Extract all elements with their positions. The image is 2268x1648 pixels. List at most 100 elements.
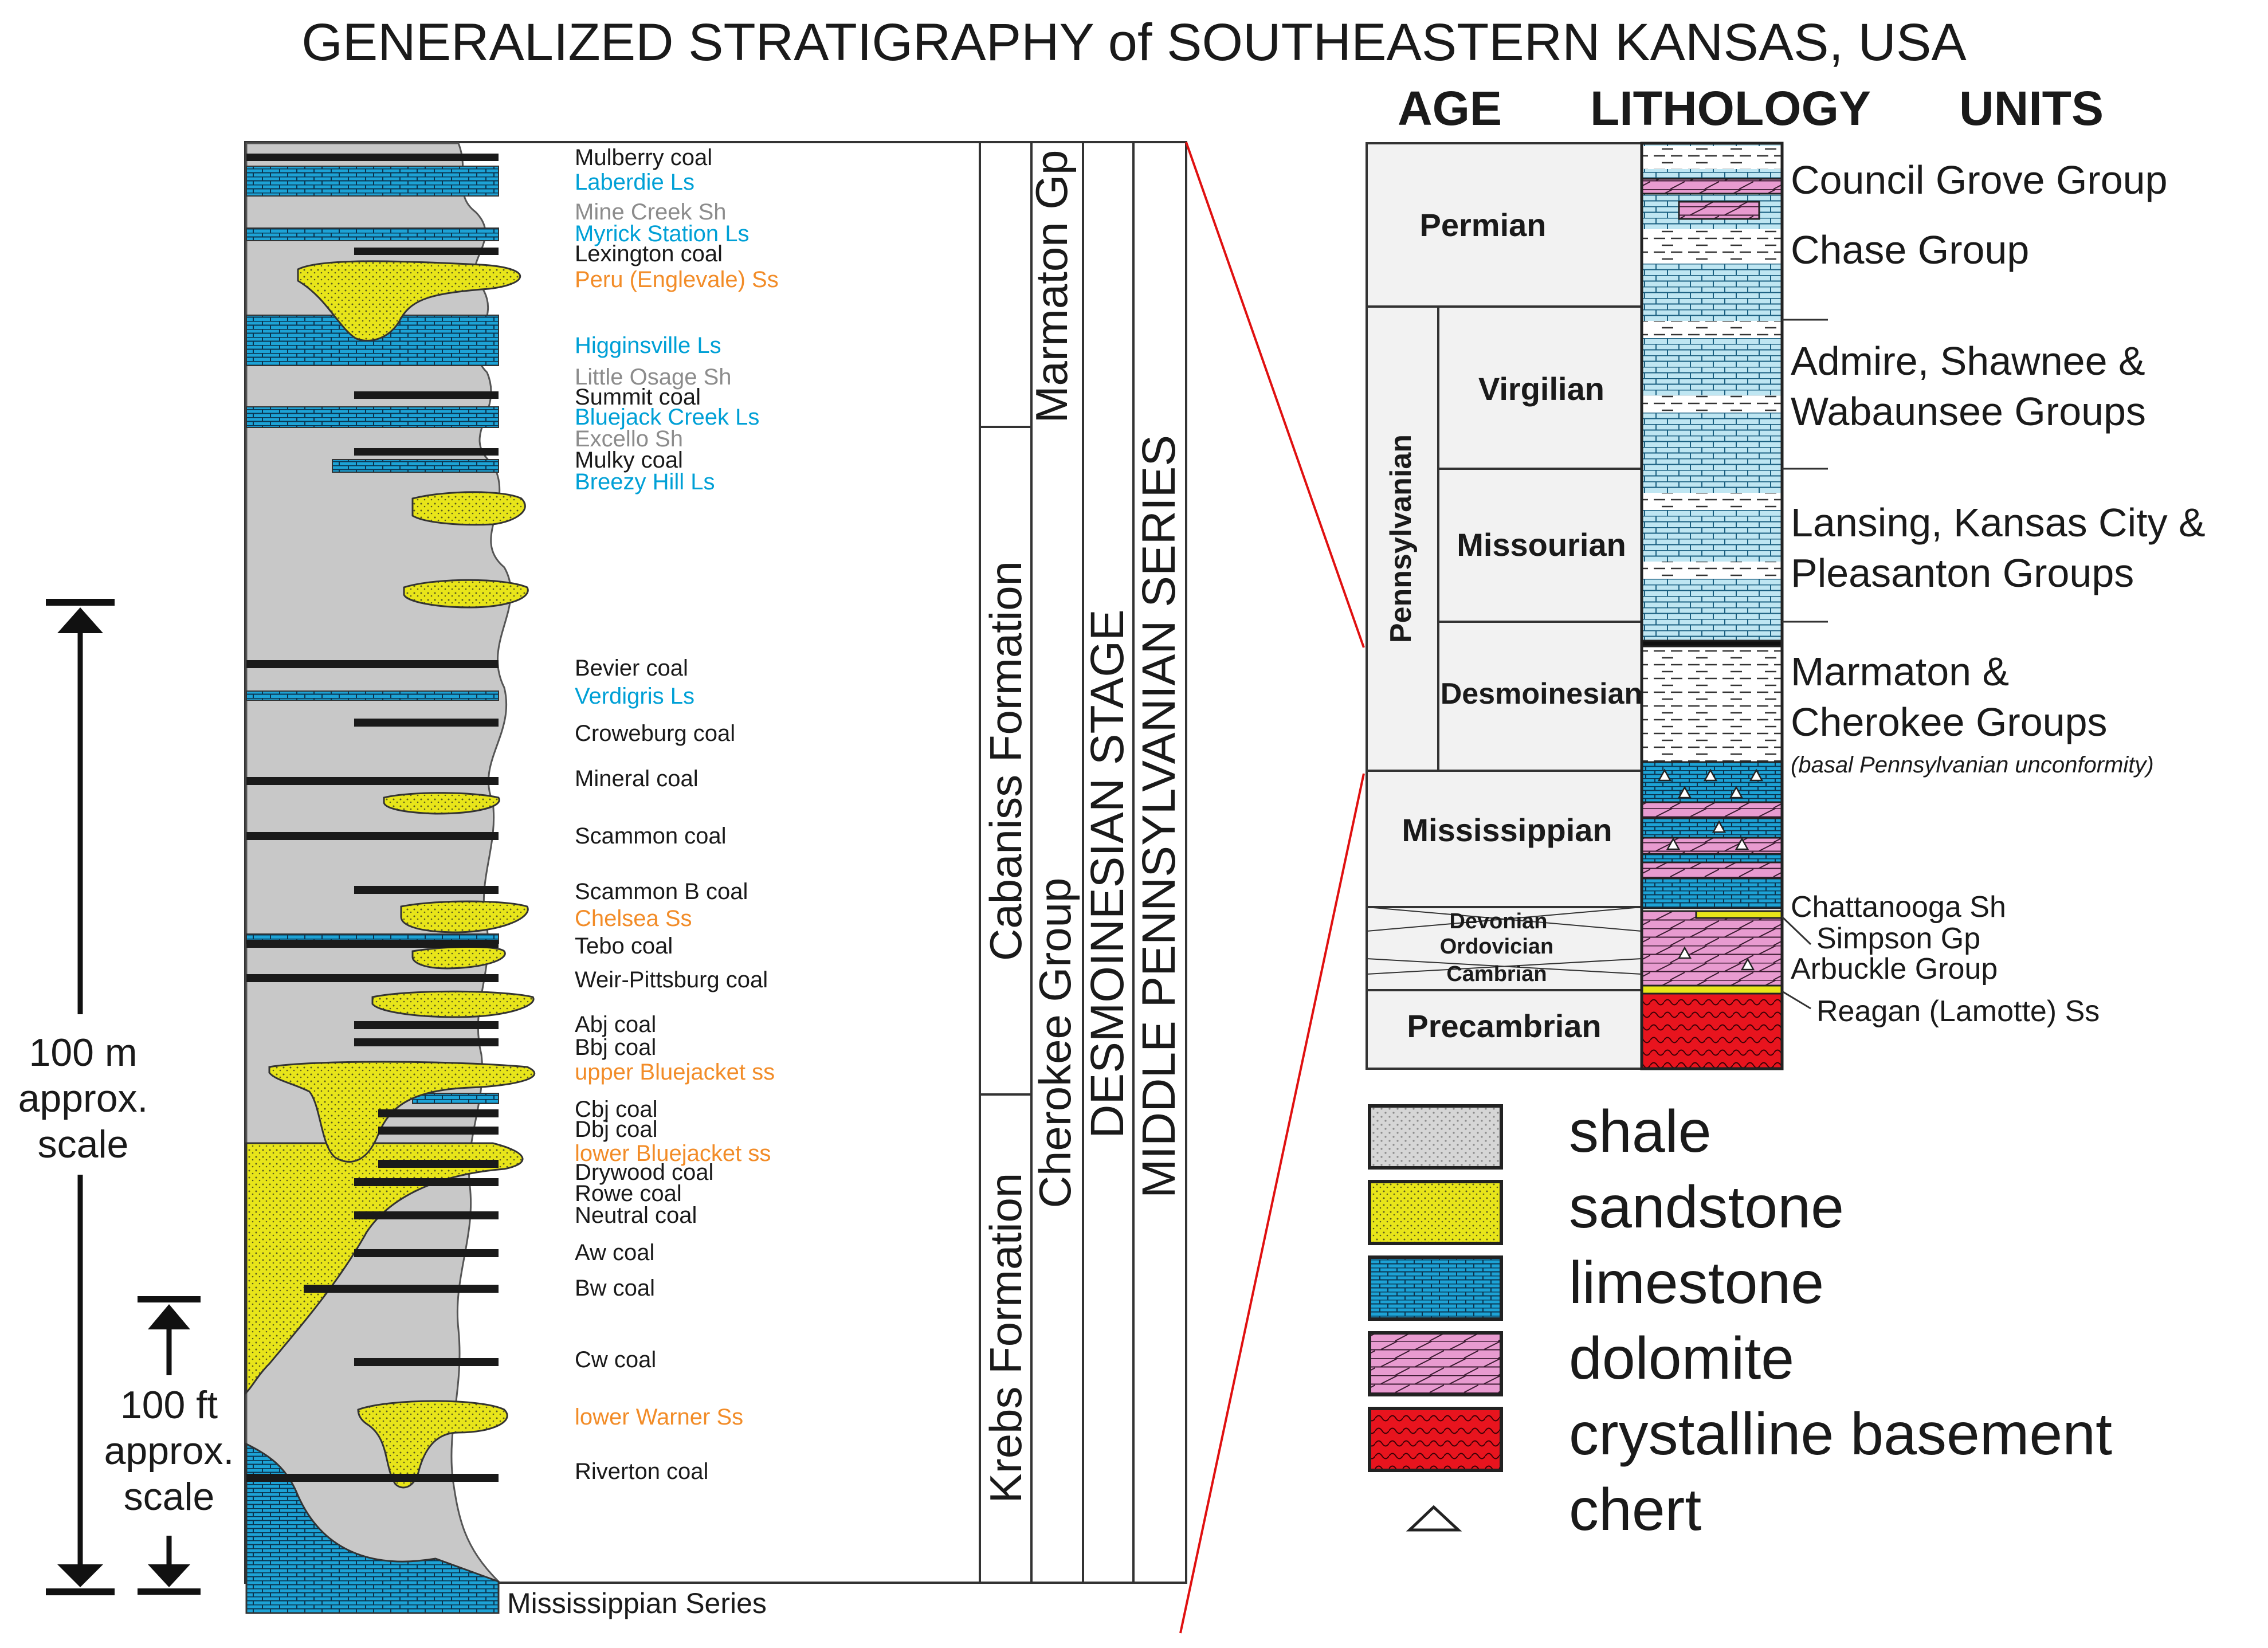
unit-label-scammon-coal: Scammon coal (575, 823, 727, 849)
breezy-hill-ls-band (332, 459, 499, 473)
unit-label-verdigris-ls: Verdigris Ls (575, 684, 694, 709)
legend-label-dolomite: dolomite (1569, 1325, 1794, 1392)
m-scale-line3: scale (38, 1123, 129, 1166)
ft-scale-line2: approx. (104, 1429, 234, 1473)
litho-mississippian-dolo-1 (1641, 801, 1783, 819)
legend-swatch-limestone (1368, 1255, 1503, 1321)
unit-council-grove: Council Grove Group (1791, 158, 2168, 202)
unit-label-mineral-coal: Mineral coal (575, 766, 699, 791)
litho-lower-dolomite (1641, 910, 1783, 987)
unit-label-tebo-coal: Tebo coal (575, 933, 673, 959)
upper-bluejacket-ss-lens (268, 1061, 536, 1163)
litho-mississippian-lime (1641, 761, 1783, 909)
unit-label-neutral-coal: Neutral coal (575, 1203, 697, 1228)
abj-ss-lens (371, 990, 535, 1018)
litho-desmoinesian-top-line (1641, 639, 1783, 648)
unit-label-higginsville-ls: Higginsville Ls (575, 333, 721, 358)
desmoinesian-stage-label: DESMOINESIAN STAGE (1081, 609, 1133, 1138)
unit-label-riverton-coal: Riverton coal (575, 1459, 708, 1484)
riverton-coal-seam (246, 1474, 499, 1482)
unit-label-dbj-coal: Dbj coal (575, 1117, 658, 1142)
rowe-coal-seam (354, 1178, 499, 1186)
unit-lansing-line1: Lansing, Kansas City & (1791, 500, 2206, 545)
unit-label-lower-bluejacket-ss: lower Bluejacket ss (575, 1141, 771, 1166)
unit-label-lower-warner-ss: lower Warner Ss (575, 1404, 743, 1430)
unit-label-lexington-coal: Lexington coal (575, 241, 723, 266)
weir-pittsburg-coal-seam (246, 974, 499, 982)
unit-label-bbj-coal: Bbj coal (575, 1035, 656, 1060)
litho-mississippian-dolo-3 (1641, 861, 1783, 880)
unit-admire-line2: Wabaunsee Groups (1791, 389, 2146, 434)
scale-bar-100ft (138, 1296, 201, 1595)
litho-reagan-band (1641, 984, 1783, 995)
scammon-coal-seam (246, 832, 499, 840)
legend-label-basement: crystalline basement (1569, 1401, 2112, 1467)
unit-label-croweburg-coal: Croweburg coal (575, 721, 735, 746)
litho-mississippian-dolo-2 (1641, 837, 1783, 855)
unit-label-weir-pittsburg-coal: Weir-Pittsburg coal (575, 967, 768, 992)
formation-columns (979, 142, 1135, 1583)
cw-coal-seam (354, 1358, 499, 1366)
mississippian-base-limestone (245, 1442, 500, 1614)
bbj-coal-seam (354, 1038, 499, 1046)
litho-dolomite-1 (1641, 178, 1783, 195)
unit-label-excello-sh: Excello Sh (575, 426, 683, 452)
unit-label-upper-bluejacket-ss: upper Bluejacket ss (575, 1060, 775, 1085)
lens-2 (403, 579, 529, 609)
unit-label-mine-creek-sh: Mine Creek Sh (575, 199, 727, 225)
unit-marmaton-line2: Cherokee Groups (1791, 700, 2108, 744)
unit-lansing-line2: Pleasanton Groups (1791, 551, 2134, 595)
zoom-connector-top (1185, 142, 1365, 648)
age-pennsylvanian: Pennsylvanian (1384, 434, 1418, 643)
ft-scale-line1: 100 ft (120, 1383, 218, 1427)
laberdie-ls-band (246, 166, 499, 197)
legend-swatch-basement (1368, 1407, 1503, 1472)
header-age: AGE (1398, 81, 1502, 135)
limestone-bands (246, 166, 499, 1104)
unit-label-chelsea-ss: Chelsea Ss (575, 906, 692, 931)
summit-coal-seam (354, 391, 499, 399)
legend-label-limestone: limestone (1569, 1250, 1824, 1316)
verdigris-ls-band (246, 690, 499, 701)
drywood-coal-seam (378, 1160, 499, 1168)
litho-column-frame (1640, 142, 1784, 1070)
unit-label-bevier-coal: Bevier coal (575, 656, 688, 681)
unit-label-little-osage-sh: Little Osage Sh (575, 364, 732, 390)
unit-label-myrick-station-ls: Myrick Station Ls (575, 221, 750, 246)
header-lithology: LITHOLOGY (1590, 81, 1871, 135)
legend: shale sandstone limestone dolomite cryst… (1368, 1098, 2112, 1543)
tebo-coal-seam (246, 940, 499, 948)
litho-shale-interbeds-5 (1642, 493, 1782, 510)
unit-label-summit-coal: Summit coal (575, 384, 701, 410)
chelsea-ss-lens (400, 900, 529, 933)
age-table (1365, 142, 1643, 1070)
unit-chattanooga: Chattanooga Sh (1791, 890, 2006, 924)
header-units: UNITS (1959, 81, 2104, 135)
legend-label-shale: shale (1569, 1098, 1712, 1165)
cabaniss-formation-label: Cabaniss Formation (980, 561, 1031, 961)
bevier-coal-seam (246, 660, 499, 668)
dbj-coal-seam (378, 1127, 499, 1135)
unit-arbuckle: Arbuckle Group (1791, 952, 1998, 986)
unit-label-mulky-coal: Mulky coal (575, 448, 683, 473)
mineral-coal-seam (246, 777, 499, 785)
unit-label-cbj-coal: Cbj coal (575, 1097, 658, 1122)
lithology-column (1640, 142, 1784, 1070)
bluejack-creek-ls-band (246, 406, 499, 428)
age-missourian: Missourian (1457, 527, 1626, 563)
scale-bar-100m (46, 599, 115, 1595)
figure-title: GENERALIZED STRATIGRAPHY of SOUTHEASTERN… (301, 13, 1967, 72)
abj-coal-seam (354, 1021, 499, 1029)
croweburg-coal-seam (354, 719, 499, 727)
litho-shale-interbeds-4 (1642, 395, 1782, 413)
unit-chase: Chase Group (1791, 227, 2029, 272)
lower-warner-ss-lens (357, 1400, 508, 1489)
unit-label-breezy-hill-ls: Breezy Hill Ls (575, 469, 715, 495)
mississippian-series-label: Mississippian Series (507, 1587, 767, 1619)
age-precambrian: Precambrian (1407, 1008, 1601, 1044)
unit-admire-line1: Admire, Shawnee & (1791, 339, 2145, 383)
unit-marmaton-line1: Marmaton & (1791, 649, 2009, 694)
